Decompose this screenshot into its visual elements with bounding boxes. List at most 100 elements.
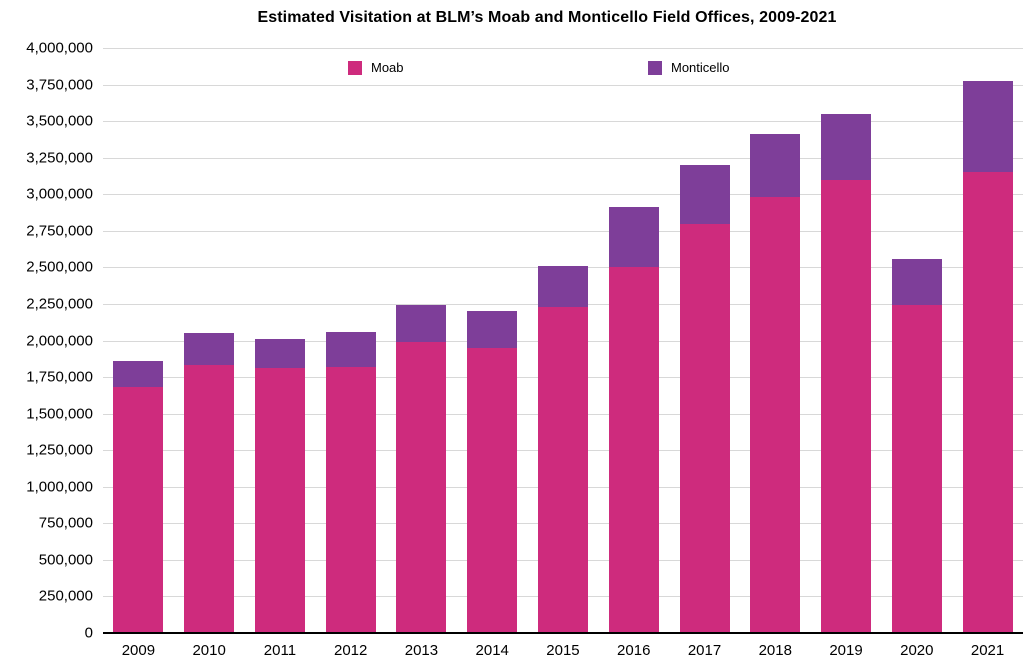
gridline-3,000,000 (103, 194, 1023, 196)
bar-group-2013 (386, 48, 457, 633)
bar-segment-moab-2014 (467, 347, 518, 633)
bar-segment-monticello-2015 (537, 265, 588, 307)
bar-segment-moab-2020 (891, 305, 942, 633)
bar-segment-moab-2010 (184, 365, 235, 633)
bar-group-2014 (457, 48, 528, 633)
bar-2011 (254, 339, 305, 633)
gridline-4,000,000 (103, 48, 1023, 49)
chart-title: Estimated Visitation at BLM’s Moab and M… (257, 9, 837, 26)
y-tick-label-2,750,000: 2,750,000 (26, 222, 93, 240)
gridline-2,750,000 (103, 230, 1023, 232)
bar-group-2012 (315, 48, 386, 633)
legend-item-moab: Moab (348, 60, 404, 76)
bar-group-2019 (811, 48, 882, 633)
x-tick-label-2017: 2017 (687, 642, 722, 659)
x-tick-label-2010: 2010 (192, 642, 226, 659)
bar-2021 (962, 80, 1013, 633)
bar-segment-moab-2018 (750, 197, 801, 633)
bar-group-2018 (740, 48, 811, 633)
bar-2013 (396, 305, 447, 633)
bar-group-2016 (598, 48, 669, 633)
y-tick-label-500,000: 500,000 (38, 551, 93, 569)
legend-label-moab: Moab (371, 60, 404, 75)
gridline-3,750,000 (103, 84, 1023, 86)
bar-segment-monticello-2009 (113, 361, 164, 388)
y-tick-label-4,000,000: 4,000,000 (26, 39, 93, 57)
bar-2017 (679, 165, 730, 633)
bar-2009 (113, 361, 164, 633)
bar-segment-monticello-2019 (821, 113, 872, 180)
y-tick-label-1,000,000: 1,000,000 (26, 478, 93, 496)
bar-segment-monticello-2017 (679, 165, 730, 224)
x-axis-labels: 2009 2010 2011 2012 2013 2014 2015 2016 2017 2018… (103, 642, 1023, 659)
gridline-3,250,000 (103, 157, 1023, 159)
x-tick-label-2009: 2009 (121, 642, 156, 659)
bar-group-2015 (528, 48, 599, 633)
bar-segment-moab-2015 (537, 306, 588, 633)
bar-segment-moab-2012 (325, 366, 376, 633)
bar-segment-moab-2011 (254, 368, 305, 633)
y-tick-label-2,250,000: 2,250,000 (26, 295, 93, 313)
bar-segment-moab-2019 (821, 179, 872, 633)
plot-area (103, 48, 1023, 634)
bar-segment-monticello-2012 (325, 331, 376, 367)
bar-segment-moab-2016 (608, 267, 659, 633)
y-tick-label-1,250,000: 1,250,000 (26, 441, 93, 459)
bar-2020 (891, 258, 942, 633)
gridline-3,500,000 (103, 121, 1023, 123)
y-tick-label-1,750,000: 1,750,000 (26, 368, 93, 386)
y-tick-label-750,000: 750,000 (38, 514, 93, 532)
y-tick-label-2,000,000: 2,000,000 (26, 332, 93, 349)
legend-label-monticello: Monticello (671, 60, 730, 75)
y-tick-label-250,000: 250,000 (38, 587, 93, 605)
y-tick-label-2,500,000: 2,500,000 (26, 258, 93, 276)
legend-item-monticello: Monticello (648, 60, 730, 76)
y-tick-label-1,500,000: 1,500,000 (26, 405, 93, 423)
bar-segment-monticello-2021 (962, 80, 1013, 173)
bar-2016 (608, 206, 659, 633)
y-tick-label-0: 0 (84, 624, 93, 642)
bar-group-2017 (669, 48, 740, 633)
bar-segment-moab-2009 (113, 387, 164, 633)
bar-2019 (821, 113, 872, 633)
x-tick-label-2013: 2013 (404, 642, 439, 659)
x-tick-label-2020: 2020 (900, 642, 934, 659)
bar-group-2010 (174, 48, 245, 633)
bar-2014 (467, 311, 518, 633)
legend-swatch-monticello (648, 61, 662, 75)
bars (103, 48, 1023, 633)
x-tick-label-2012: 2012 (333, 642, 368, 659)
x-tick-label-2021: 2021 (970, 642, 1005, 659)
bar-2018 (750, 134, 801, 633)
bar-segment-moab-2021 (962, 172, 1013, 633)
bar-segment-monticello-2020 (891, 258, 942, 306)
y-tick-label-3,500,000: 3,500,000 (26, 112, 93, 130)
x-tick-label-2019: 2019 (829, 642, 863, 659)
bar-segment-monticello-2016 (608, 206, 659, 268)
x-tick-label-2016: 2016 (617, 642, 651, 659)
y-tick-label-3,250,000: 3,250,000 (26, 149, 93, 167)
bar-2010 (184, 332, 235, 633)
legend-swatch-moab (348, 61, 362, 75)
bar-2015 (537, 265, 588, 633)
bar-segment-moab-2013 (396, 342, 447, 633)
bar-segment-monticello-2018 (750, 134, 801, 198)
y-tick-label-3,000,000: 3,000,000 (26, 185, 93, 203)
bar-2012 (325, 331, 376, 633)
y-axis-labels: 0 250,000 500,000 750,000 1,000,000 1,250,000… (0, 40, 93, 642)
bar-group-2021 (952, 48, 1023, 633)
y-tick-label-3,750,000: 3,750,000 (26, 76, 93, 94)
x-tick-label-2014: 2014 (475, 642, 509, 659)
x-axis-line (103, 632, 1023, 634)
bar-segment-monticello-2014 (467, 311, 518, 348)
x-tick-label-2015: 2015 (546, 642, 580, 659)
bar-segment-monticello-2010 (184, 332, 235, 366)
bar-group-2009 (103, 48, 174, 633)
x-tick-label-2018: 2018 (758, 642, 792, 659)
bar-group-2020 (881, 48, 952, 633)
x-tick-label-2011: 2011 (263, 642, 297, 659)
bar-segment-monticello-2013 (396, 305, 447, 342)
bar-segment-moab-2017 (679, 223, 730, 633)
bar-segment-monticello-2011 (254, 339, 305, 369)
